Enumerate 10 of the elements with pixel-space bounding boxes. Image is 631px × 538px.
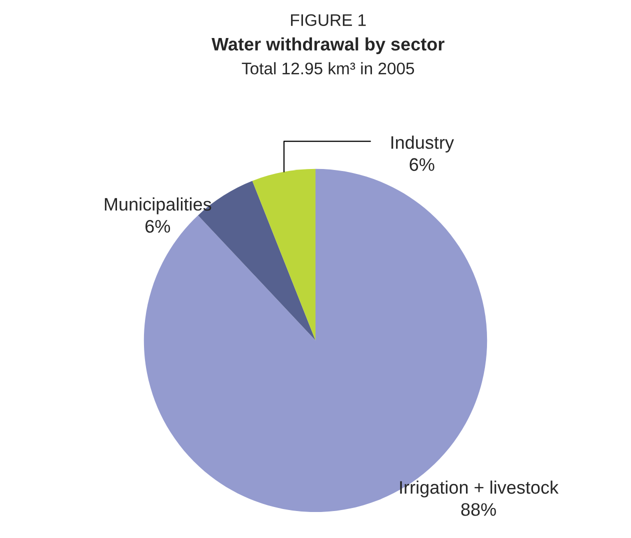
data-label: 6% <box>145 220 170 233</box>
data-label: 88% <box>461 503 496 516</box>
caption: FIGURE 1 <box>291 14 366 26</box>
slice-label: Industry <box>391 136 454 152</box>
data-label: 6% <box>410 158 434 171</box>
slice-label: Municipalities <box>104 197 212 214</box>
chart-title: Water withdrawal by sector <box>212 37 444 54</box>
pie-slice <box>252 168 316 340</box>
slice-label: Irrigation + livestock <box>400 480 559 498</box>
chart-subtitle: Total 12.95 km³ in 2005 <box>242 62 414 74</box>
